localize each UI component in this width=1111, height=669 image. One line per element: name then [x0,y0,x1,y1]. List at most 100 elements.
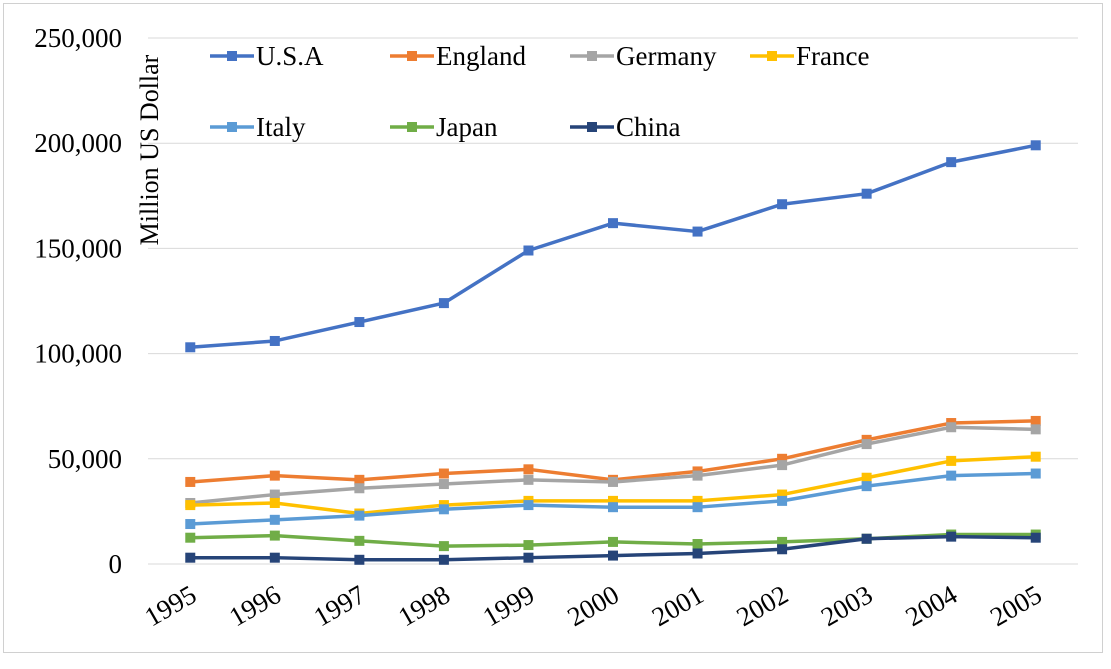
data-point [523,464,534,475]
data-point [946,470,957,481]
data-point [269,514,280,525]
x-tick-label: 1999 [478,579,540,632]
data-point [1030,532,1041,543]
y-axis-ticks: 0 50,000 100,000 150,000 200,000 250,000 [34,23,122,579]
x-tick-label: 2005 [985,579,1047,632]
data-point [777,460,788,471]
data-point [946,455,957,466]
legend-label: U.S.A [256,41,324,71]
legend-label: Japan [436,112,498,142]
data-point [354,474,365,485]
data-point [861,472,872,483]
data-point [269,470,280,481]
data-point [523,245,534,256]
data-point [185,342,196,353]
gridlines [148,37,1078,565]
x-tick-label: 2001 [647,579,709,632]
data-point [608,218,618,229]
legend-item: Italy [210,112,306,142]
x-tick-label: 2002 [731,579,793,632]
series [185,140,1041,565]
data-point [1030,140,1041,151]
data-point [946,157,957,168]
data-point [1030,415,1041,426]
legend-marker [587,51,597,61]
series-italy [185,468,1041,530]
data-point [692,502,703,513]
data-point [608,550,618,561]
series-line [190,419,1036,484]
data-point [861,439,872,450]
data-point [1030,468,1041,479]
x-tick-label: 1998 [393,579,455,632]
data-point [354,510,365,521]
data-point [354,483,365,494]
data-point [354,317,365,328]
x-axis-ticks: 1995 1996 1997 1998 1999 2000 2001 2002 2003 2004… [140,579,1047,632]
data-point [185,476,196,487]
data-point [777,489,788,500]
data-point [269,530,280,541]
series-u-s-a [185,140,1041,353]
series-japan [185,529,1041,552]
data-point [354,554,365,565]
data-point [438,541,449,552]
x-tick-label: 2003 [816,579,878,632]
data-point [1030,451,1041,462]
legend-marker [407,51,417,61]
data-point [777,536,788,547]
data-point [438,298,449,309]
data-point [438,504,449,515]
y-tick-label: 50,000 [48,444,122,474]
data-point [523,474,534,485]
data-point [269,497,280,508]
legend-item: Japan [390,112,498,142]
data-point [692,539,703,550]
data-point [608,502,618,513]
series-line [190,425,1036,505]
data-point [777,495,788,506]
series-germany [185,422,1041,508]
legend-label: Italy [256,112,306,142]
legend-marker [587,122,597,132]
series-england [185,415,1041,487]
y-tick-label: 150,000 [34,233,122,263]
x-tick-label: 1997 [309,579,371,632]
data-point [861,188,872,199]
data-point [185,500,196,511]
data-point [946,422,957,433]
data-point [692,495,703,506]
data-point [861,481,872,492]
legend-label: England [436,41,526,71]
data-point [269,489,280,500]
data-point [692,226,703,237]
data-point [269,552,280,563]
x-tick-label: 2004 [900,579,962,632]
data-point [269,335,280,346]
y-tick-label: 100,000 [34,339,122,369]
data-point [608,476,618,487]
legend-label: France [796,41,869,71]
legend-item: Germany [570,41,717,71]
legend-marker [407,122,417,132]
legend-marker [767,51,777,61]
data-point [777,199,788,210]
data-point [861,533,872,544]
data-point [608,495,618,506]
data-point [777,544,788,555]
data-point [185,519,196,530]
legend-item: France [750,41,869,71]
data-point [692,548,703,559]
x-tick-label: 1995 [140,579,202,632]
legend-item: England [390,41,526,71]
legend-item: U.S.A [210,41,324,71]
data-point [185,532,196,543]
data-point [354,535,365,546]
data-point [523,500,534,511]
y-tick-label: 0 [109,549,123,579]
x-tick-label: 1996 [224,579,286,632]
legend-label: China [616,112,681,142]
x-tick-label: 2000 [562,579,624,632]
data-point [777,453,788,464]
